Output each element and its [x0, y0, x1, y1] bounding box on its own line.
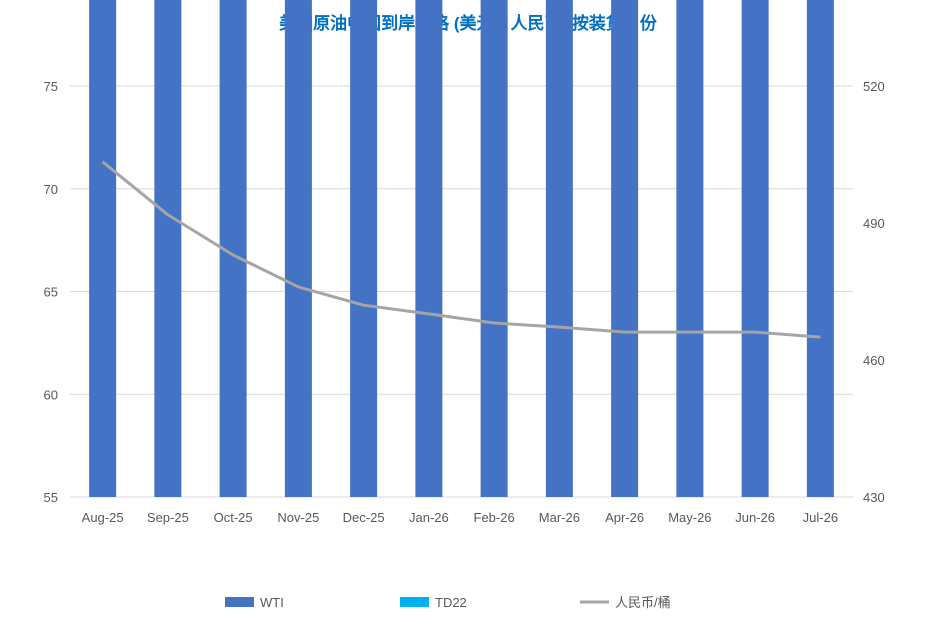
left-axis-tick-label: 75 — [44, 79, 58, 94]
left-axis-tick-label: 70 — [44, 182, 58, 197]
left-axis-tick-label: 60 — [44, 387, 58, 402]
bar-wti — [546, 0, 573, 497]
x-axis-tick-label: Feb-26 — [474, 510, 515, 525]
bar-wti — [807, 0, 834, 497]
x-axis-tick-label: May-26 — [668, 510, 711, 525]
x-axis-tick-label: Jun-26 — [735, 510, 775, 525]
bar-wti — [676, 0, 703, 497]
right-axis-tick-label: 490 — [863, 216, 885, 231]
x-axis-tick-label: Oct-25 — [214, 510, 253, 525]
x-axis-tick-label: Sep-25 — [147, 510, 189, 525]
bar-wti — [481, 0, 508, 497]
right-axis-tick-label: 430 — [863, 490, 885, 505]
left-axis-tick-label: 55 — [44, 490, 58, 505]
x-axis-tick-label: Mar-26 — [539, 510, 580, 525]
bar-wti — [350, 0, 377, 497]
legend-label: WTI — [260, 595, 284, 610]
bar-wti — [89, 0, 116, 497]
x-axis-tick-label: Apr-26 — [605, 510, 644, 525]
x-axis-tick-label: Dec-25 — [343, 510, 385, 525]
bar-wti — [415, 0, 442, 497]
legend-swatch — [225, 597, 254, 607]
left-axis-tick-label: 65 — [44, 285, 58, 300]
bar-wti — [154, 0, 181, 497]
x-axis-tick-label: Nov-25 — [277, 510, 319, 525]
line-series — [103, 162, 821, 337]
right-axis-tick-label: 520 — [863, 79, 885, 94]
bar-wti — [742, 0, 769, 497]
chart-title: 美国原油中国到岸价格 (美元＆人民币) 按装货月份 — [279, 13, 658, 33]
legend-label: 人民币/桶 — [615, 595, 671, 610]
legend-swatch — [400, 597, 429, 607]
bar-wti — [285, 0, 312, 497]
bar-wti — [611, 0, 638, 497]
x-axis-tick-label: Jul-26 — [803, 510, 838, 525]
x-axis-tick-label: Aug-25 — [82, 510, 124, 525]
legend-label: TD22 — [435, 595, 467, 610]
right-axis-tick-label: 460 — [863, 353, 885, 368]
x-axis-tick-label: Jan-26 — [409, 510, 449, 525]
